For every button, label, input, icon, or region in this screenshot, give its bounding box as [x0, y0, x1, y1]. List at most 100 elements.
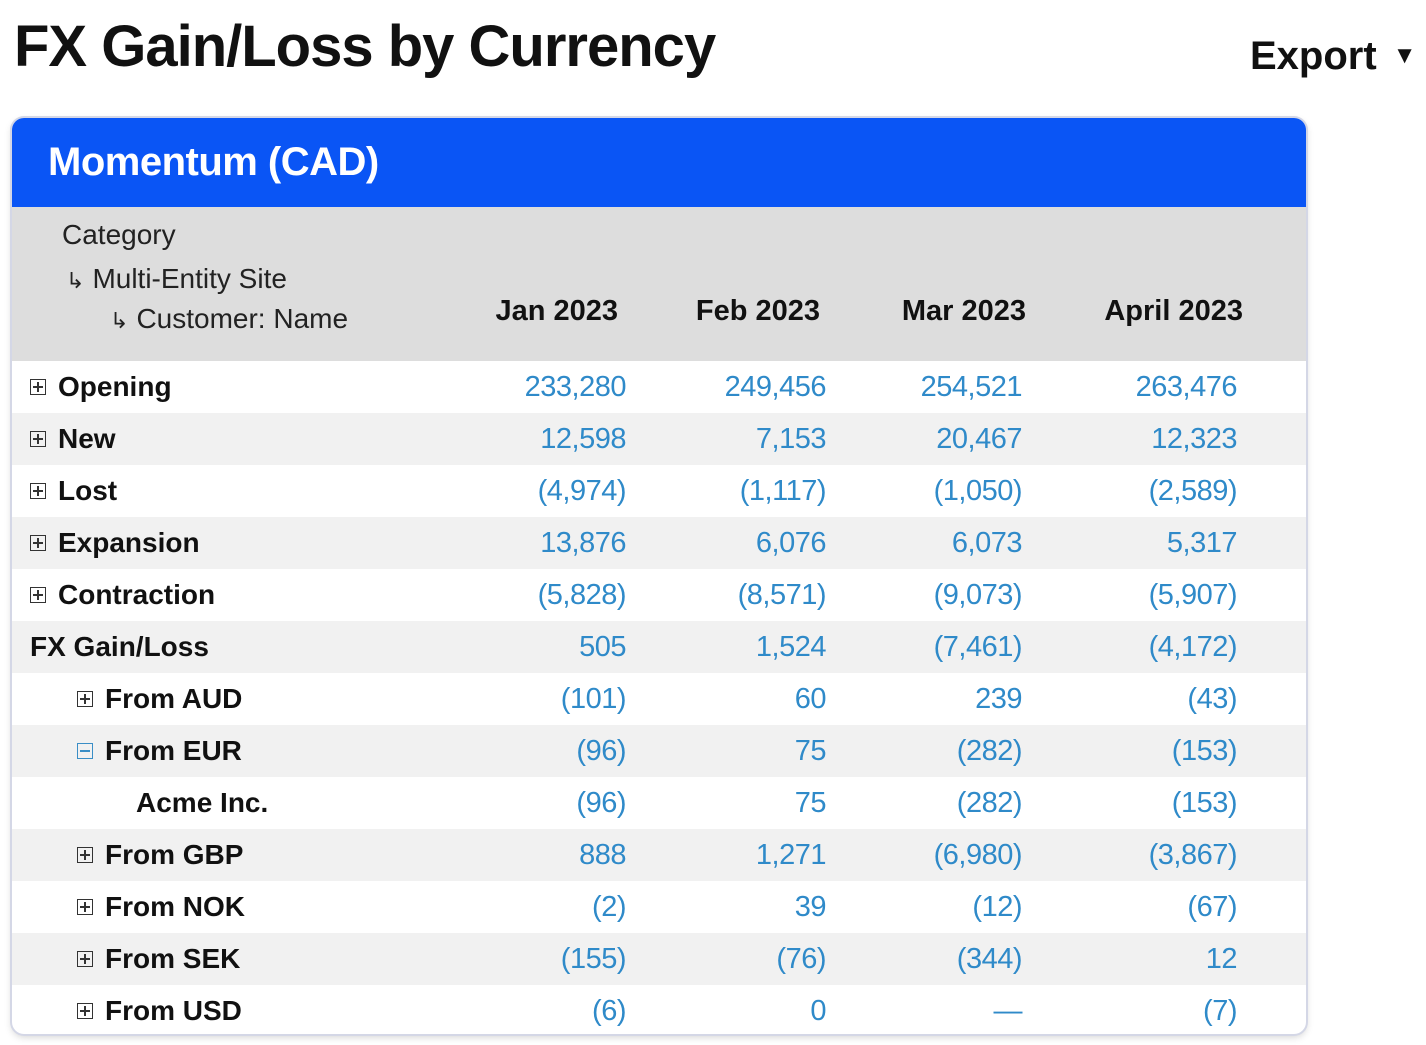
- expand-icon[interactable]: [30, 379, 46, 395]
- table-cell[interactable]: 6,073: [951, 527, 1023, 559]
- table-cell[interactable]: (4,172): [1148, 631, 1238, 663]
- table-cell[interactable]: (282): [956, 735, 1023, 767]
- row-label[interactable]: From AUD: [77, 673, 242, 725]
- table-cell[interactable]: (4,974): [537, 475, 627, 507]
- expand-icon[interactable]: [30, 587, 46, 603]
- row-label[interactable]: From SEK: [77, 933, 240, 985]
- table-cell[interactable]: (96): [576, 787, 626, 819]
- table-row: Expansion 13,876 6,076 6,073 5,317: [12, 517, 1306, 569]
- table-cell[interactable]: 233,280: [524, 371, 627, 403]
- expand-icon[interactable]: [77, 691, 93, 707]
- table-row: Acme Inc. (96) 75 (282) (153): [12, 777, 1306, 829]
- month-header-apr[interactable]: April 2023: [1104, 295, 1243, 327]
- expand-icon[interactable]: [77, 847, 93, 863]
- row-label[interactable]: New: [30, 413, 116, 465]
- table-cell[interactable]: —: [993, 995, 1023, 1027]
- row-label-text: From NOK: [105, 891, 245, 922]
- table-cell[interactable]: (282): [956, 787, 1023, 819]
- table-cell[interactable]: 888: [579, 839, 626, 871]
- table-cell[interactable]: (7): [1203, 995, 1237, 1027]
- table-cell[interactable]: (8,571): [737, 579, 827, 611]
- table-cell[interactable]: 249,456: [724, 371, 827, 403]
- dimension-label-site: ↳ Multi-Entity Site: [66, 263, 287, 295]
- table-cell[interactable]: (153): [1171, 735, 1238, 767]
- table-cell[interactable]: (7,461): [933, 631, 1023, 663]
- table-row: From AUD (101) 60 239 (43): [12, 673, 1306, 725]
- table-cell[interactable]: (9,073): [933, 579, 1023, 611]
- table-cell[interactable]: (2,589): [1148, 475, 1238, 507]
- month-header-mar[interactable]: Mar 2023: [901, 295, 1026, 327]
- row-label[interactable]: From NOK: [77, 881, 245, 933]
- subdirectory-arrow-icon: ↳: [66, 268, 85, 293]
- expand-icon[interactable]: [77, 951, 93, 967]
- table-row: From SEK (155) (76) (344) 12: [12, 933, 1306, 985]
- row-label[interactable]: Opening: [30, 361, 172, 413]
- table-cell[interactable]: 75: [794, 787, 827, 819]
- expand-icon[interactable]: [77, 1003, 93, 1019]
- table-cell[interactable]: 20,467: [936, 423, 1022, 455]
- table-cell[interactable]: 505: [579, 631, 626, 663]
- export-button[interactable]: Export ▼: [1250, 28, 1416, 84]
- table-cell[interactable]: 254,521: [920, 371, 1023, 403]
- collapse-icon[interactable]: [77, 743, 93, 759]
- table-cell[interactable]: 12,598: [540, 423, 626, 455]
- table-cell[interactable]: 5,317: [1166, 527, 1238, 559]
- table-cell[interactable]: (2): [592, 891, 626, 923]
- table-cell[interactable]: (3,867): [1148, 839, 1238, 871]
- row-label-text: Lost: [58, 475, 118, 506]
- table-cell[interactable]: (67): [1187, 891, 1237, 923]
- column-header: Category ↳ Multi-Entity Site ↳ Customer: N…: [12, 207, 1306, 361]
- table-row: Opening 233,280 249,456 254,521 263,476: [12, 361, 1306, 413]
- row-label[interactable]: From USD: [77, 985, 242, 1034]
- table-cell[interactable]: (155): [560, 943, 627, 975]
- table-cell[interactable]: 0: [810, 995, 826, 1027]
- row-label-text: Expansion: [58, 527, 200, 558]
- expand-icon[interactable]: [30, 483, 46, 499]
- row-label[interactable]: From EUR: [77, 725, 242, 777]
- month-header-feb[interactable]: Feb 2023: [695, 295, 820, 327]
- row-label[interactable]: Lost: [30, 465, 117, 517]
- table-row: FX Gain/Loss 505 1,524 (7,461) (4,172): [12, 621, 1306, 673]
- table-cell[interactable]: 75: [794, 735, 827, 767]
- table-cell[interactable]: 7,153: [755, 423, 827, 455]
- table-cell[interactable]: (101): [560, 683, 627, 715]
- table-cell[interactable]: (5,828): [537, 579, 627, 611]
- table-cell[interactable]: (6): [592, 995, 626, 1027]
- dimension-label-customer: ↳ Customer: Name: [110, 303, 348, 335]
- table-cell[interactable]: 60: [794, 683, 827, 715]
- row-label[interactable]: Expansion: [30, 517, 200, 569]
- row-label-text: FX Gain/Loss: [30, 631, 209, 662]
- table-row: From EUR (96) 75 (282) (153): [12, 725, 1306, 777]
- row-label: FX Gain/Loss: [30, 621, 209, 673]
- table-cell[interactable]: 39: [794, 891, 827, 923]
- table-cell[interactable]: 1,524: [755, 631, 827, 663]
- table-cell[interactable]: (153): [1171, 787, 1238, 819]
- expand-icon[interactable]: [30, 535, 46, 551]
- table-cell[interactable]: (1,050): [933, 475, 1023, 507]
- table-cell[interactable]: (76): [776, 943, 826, 975]
- table-cell[interactable]: (344): [956, 943, 1023, 975]
- row-label-text: From USD: [105, 995, 242, 1026]
- table-cell[interactable]: 1,271: [755, 839, 827, 871]
- table-cell[interactable]: (96): [576, 735, 626, 767]
- table-cell[interactable]: (1,117): [739, 475, 827, 507]
- subdirectory-arrow-icon: ↳: [110, 308, 129, 333]
- table-cell[interactable]: 263,476: [1135, 371, 1238, 403]
- row-label[interactable]: Contraction: [30, 569, 215, 621]
- row-label[interactable]: From GBP: [77, 829, 243, 881]
- table-cell[interactable]: (5,907): [1148, 579, 1238, 611]
- table-row: From USD (6) 0 — (7): [12, 985, 1306, 1034]
- month-header-jan[interactable]: Jan 2023: [495, 295, 618, 327]
- table-cell[interactable]: 13,876: [540, 527, 626, 559]
- table-cell[interactable]: 12,323: [1151, 423, 1237, 455]
- table-cell[interactable]: (12): [972, 891, 1022, 923]
- table-cell[interactable]: 6,076: [755, 527, 827, 559]
- expand-icon[interactable]: [30, 431, 46, 447]
- row-label: Acme Inc.: [136, 777, 268, 829]
- table-cell[interactable]: 239: [975, 683, 1022, 715]
- expand-icon[interactable]: [77, 899, 93, 915]
- row-label-text: From SEK: [105, 943, 241, 974]
- table-cell[interactable]: (43): [1187, 683, 1237, 715]
- table-cell[interactable]: (6,980): [933, 839, 1023, 871]
- table-cell[interactable]: 12: [1205, 943, 1238, 975]
